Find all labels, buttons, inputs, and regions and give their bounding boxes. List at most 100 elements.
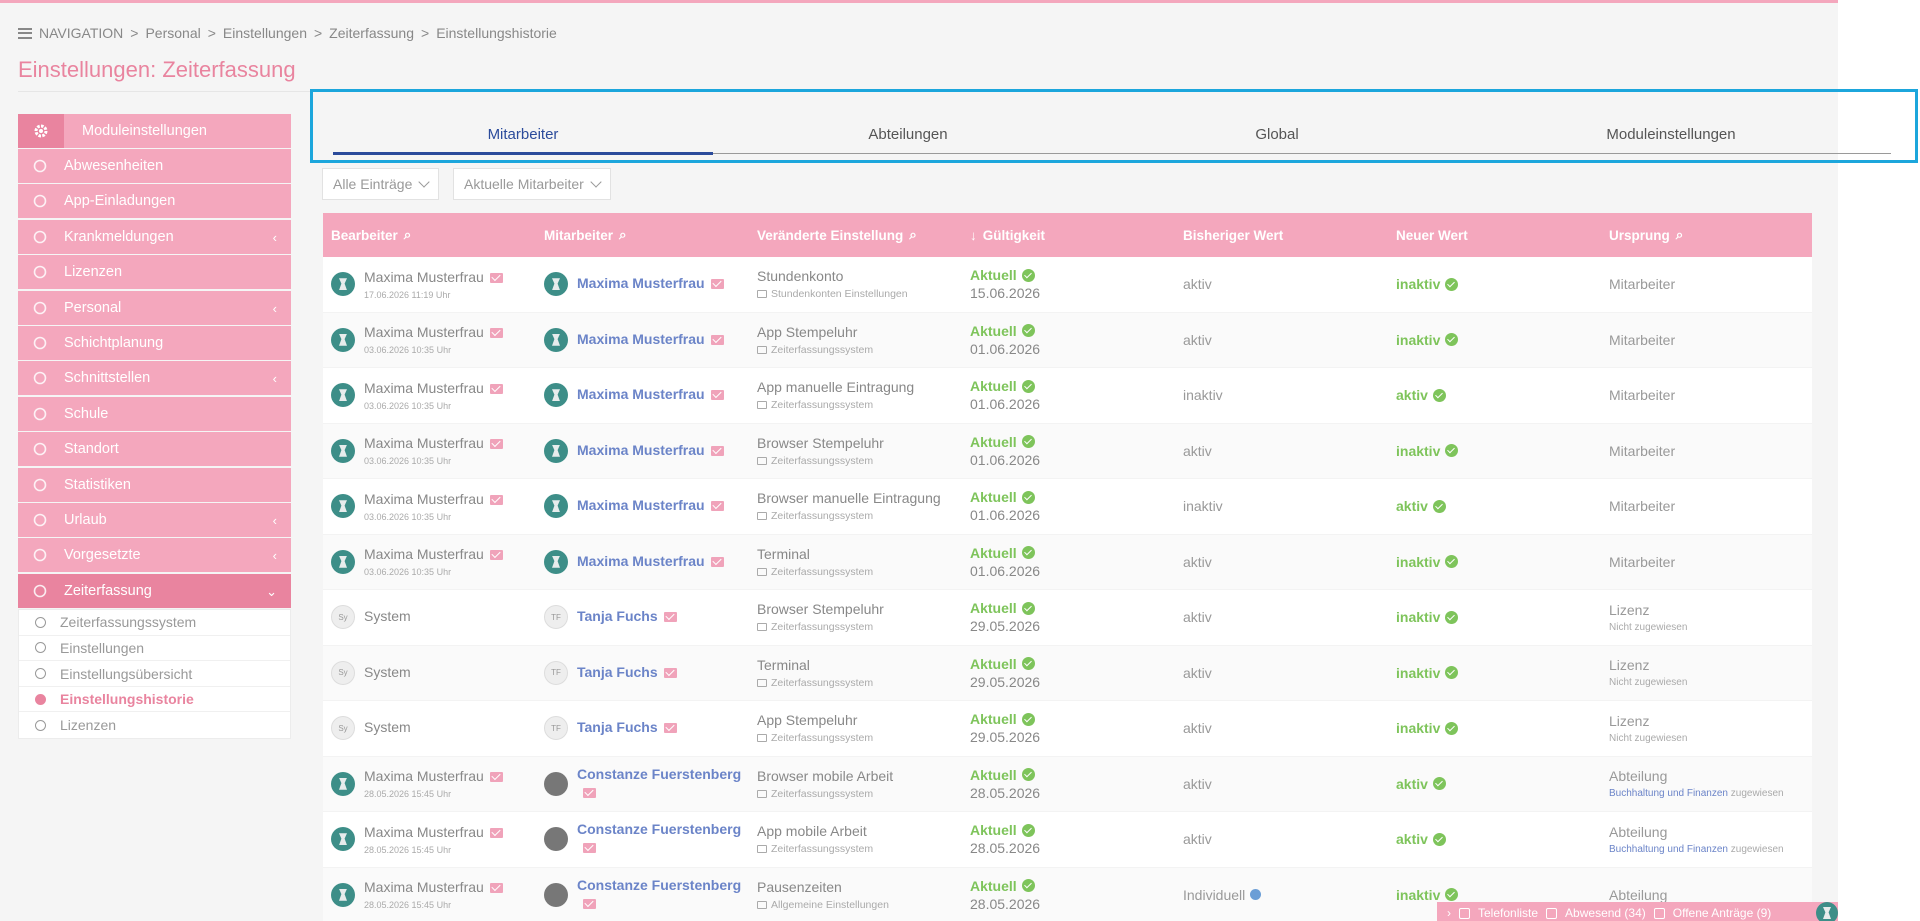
column-header-gueltigkeit[interactable]: ↓ Gültigkeit — [962, 228, 1175, 243]
submenu-item[interactable]: Zeiterfassungssystem — [19, 610, 290, 636]
breadcrumb-nav[interactable]: NAVIGATION — [39, 25, 124, 41]
mail-icon[interactable] — [489, 883, 503, 894]
mail-icon[interactable] — [489, 827, 503, 838]
employee-link[interactable]: Tanja Fuchs — [577, 719, 658, 736]
mail-icon[interactable] — [663, 667, 677, 678]
search-icon[interactable]: ⌕ — [403, 227, 412, 242]
mail-icon[interactable] — [489, 383, 503, 394]
avatar[interactable] — [1816, 902, 1838, 921]
setting-source[interactable]: Zeiterfassungssystem — [757, 788, 893, 800]
employee-link[interactable]: Maxima Musterfrau — [577, 441, 705, 458]
phone-list-link[interactable]: Telefonliste — [1478, 906, 1539, 920]
submenu-item[interactable]: Einstellungen — [19, 636, 290, 662]
chevron-right-icon[interactable]: › — [1447, 906, 1451, 920]
column-header-bearbeiter[interactable]: Bearbeiter ⌕ — [323, 227, 536, 243]
submenu-item[interactable]: Einstellungsübersicht — [19, 661, 290, 687]
chevron-left-icon[interactable]: ‹ — [272, 300, 277, 316]
tab-mitarbeiter[interactable]: Mitarbeiter — [333, 92, 713, 155]
sidebar-item-lizenzen[interactable]: Lizenzen — [18, 255, 291, 290]
department-link[interactable]: Buchhaltung und Finanzen — [1609, 788, 1728, 800]
search-icon[interactable]: ⌕ — [1675, 227, 1684, 242]
mail-icon[interactable] — [710, 390, 724, 401]
tab-global[interactable]: Global — [1255, 125, 1299, 143]
table-row[interactable]: Maxima Musterfrau 28.05.2026 15:45 Uhr Con… — [323, 812, 1812, 868]
table-row[interactable]: Maxima Musterfrau 03.06.2026 10:35 Uhr Max… — [323, 423, 1812, 479]
mail-icon[interactable] — [489, 494, 503, 505]
sidebar-item-schule[interactable]: Schule — [18, 396, 291, 431]
sidebar-item-abwesenheiten[interactable]: Abwesenheiten — [18, 149, 291, 183]
column-header-setting[interactable]: Veränderte Einstellung ⌕ — [749, 227, 962, 243]
chevron-left-icon[interactable]: ‹ — [272, 512, 277, 528]
column-header-mitarbeiter[interactable]: Mitarbeiter ⌕ — [536, 227, 749, 243]
mail-icon[interactable] — [583, 787, 596, 798]
sidebar-header[interactable]: Moduleinstellungen — [18, 114, 291, 148]
table-row[interactable]: Maxima Musterfrau 03.06.2026 10:35 Uhr Max… — [323, 534, 1812, 590]
mail-icon[interactable] — [710, 279, 724, 290]
table-row[interactable]: Maxima Musterfrau 03.06.2026 10:35 Uhr Max… — [323, 312, 1812, 368]
mail-icon[interactable] — [710, 445, 724, 456]
sidebar-item-vorgesetzte[interactable]: Vorgesetzte ‹ — [18, 538, 291, 573]
employee-link[interactable]: Constanze Fuerstenberg — [577, 765, 742, 782]
sidebar-item-zeiterfassung[interactable]: Zeiterfassung ⌄ — [18, 573, 291, 608]
setting-source[interactable]: Zeiterfassungssystem — [757, 843, 873, 855]
requests-link[interactable]: Offene Anträge (9) — [1672, 906, 1772, 920]
breadcrumb-item[interactable]: Personal — [145, 25, 201, 41]
sidebar-item-schichtplanung[interactable]: Schichtplanung — [18, 325, 291, 360]
setting-source[interactable]: Zeiterfassungssystem — [757, 566, 873, 578]
employee-link[interactable]: Maxima Musterfrau — [577, 552, 705, 569]
employee-link[interactable]: Constanze Fuerstenberg — [577, 821, 742, 838]
chevron-down-icon[interactable]: ⌄ — [266, 583, 277, 599]
mail-icon[interactable] — [489, 439, 503, 450]
menu-icon[interactable] — [18, 27, 32, 39]
employee-link[interactable]: Tanja Fuchs — [577, 608, 658, 625]
column-header-new-value[interactable]: Neuer Wert — [1388, 228, 1601, 243]
chevron-left-icon[interactable]: ‹ — [272, 548, 277, 564]
employee-link[interactable]: Maxima Musterfrau — [577, 330, 705, 347]
column-header-old-value[interactable]: Bisheriger Wert — [1175, 228, 1388, 243]
mail-icon[interactable] — [710, 501, 724, 512]
mail-icon[interactable] — [489, 772, 503, 783]
table-row[interactable]: Maxima Musterfrau 28.05.2026 15:45 Uhr Con… — [323, 867, 1812, 921]
table-row[interactable]: Sy System TF Tanja Fuchs Terminal Zeiterfassu… — [323, 645, 1812, 701]
sidebar-item-krankmeldungen[interactable]: Krankmeldungen ‹ — [18, 219, 291, 254]
table-row[interactable]: Maxima Musterfrau 03.06.2026 10:35 Uhr Max… — [323, 368, 1812, 424]
table-row[interactable]: Sy System TF Tanja Fuchs App Stempeluhr Zeite… — [323, 701, 1812, 757]
tab-abteilungen[interactable]: Abteilungen — [868, 125, 948, 143]
search-icon[interactable]: ⌕ — [909, 227, 917, 242]
entries-filter-dropdown[interactable]: Alle Einträge — [322, 168, 440, 200]
setting-source[interactable]: Zeiterfassungssystem — [757, 677, 873, 689]
mail-icon[interactable] — [710, 334, 724, 345]
submenu-item[interactable]: Lizenzen — [19, 712, 290, 738]
mail-icon[interactable] — [583, 898, 596, 909]
tab-moduleinstellungen[interactable]: Moduleinstellungen — [1606, 125, 1736, 143]
absent-link[interactable]: Abwesend (34) — [1565, 906, 1646, 920]
setting-source[interactable]: Stundenkonten Einstellungen — [757, 288, 908, 300]
setting-source[interactable]: Zeiterfassungssystem — [757, 399, 914, 411]
setting-source[interactable]: Zeiterfassungssystem — [757, 732, 873, 744]
setting-source[interactable]: Zeiterfassungssystem — [757, 344, 873, 356]
employee-link[interactable]: Maxima Musterfrau — [577, 497, 705, 514]
mail-icon[interactable] — [489, 272, 503, 283]
setting-source[interactable]: Zeiterfassungssystem — [757, 621, 884, 633]
employee-link[interactable]: Constanze Fuerstenberg — [577, 876, 742, 893]
submenu-item[interactable]: Einstellungshistorie — [19, 687, 290, 713]
sidebar-item-standort[interactable]: Standort — [18, 432, 291, 467]
sidebar-item-schnittstellen[interactable]: Schnittstellen ‹ — [18, 361, 291, 396]
search-icon[interactable]: ⌕ — [619, 227, 627, 242]
employees-filter-dropdown[interactable]: Aktuelle Mitarbeiter — [453, 168, 611, 200]
setting-source[interactable]: Zeiterfassungssystem — [757, 455, 884, 467]
table-row[interactable]: Maxima Musterfrau 03.06.2026 10:35 Uhr Max… — [323, 479, 1812, 535]
sidebar-item-urlaub[interactable]: Urlaub ‹ — [18, 502, 291, 537]
employee-link[interactable]: Maxima Musterfrau — [577, 386, 705, 403]
mail-icon[interactable] — [710, 556, 724, 567]
department-link[interactable]: Buchhaltung und Finanzen — [1609, 843, 1728, 855]
sidebar-item-statistiken[interactable]: Statistiken — [18, 467, 291, 502]
mail-icon[interactable] — [663, 723, 677, 734]
sidebar-item-personal[interactable]: Personal ‹ — [18, 290, 291, 325]
employee-link[interactable]: Maxima Musterfrau — [577, 275, 705, 292]
sidebar-item-app-einladungen[interactable]: App-Einladungen — [18, 184, 291, 219]
setting-source[interactable]: Zeiterfassungssystem — [757, 510, 941, 522]
column-header-ursprung[interactable]: Ursprung ⌕ — [1601, 227, 1812, 243]
table-row[interactable]: Maxima Musterfrau 17.06.2026 11:19 Uhr Max… — [323, 257, 1812, 313]
setting-source[interactable]: Allgemeine Einstellungen — [757, 899, 889, 911]
